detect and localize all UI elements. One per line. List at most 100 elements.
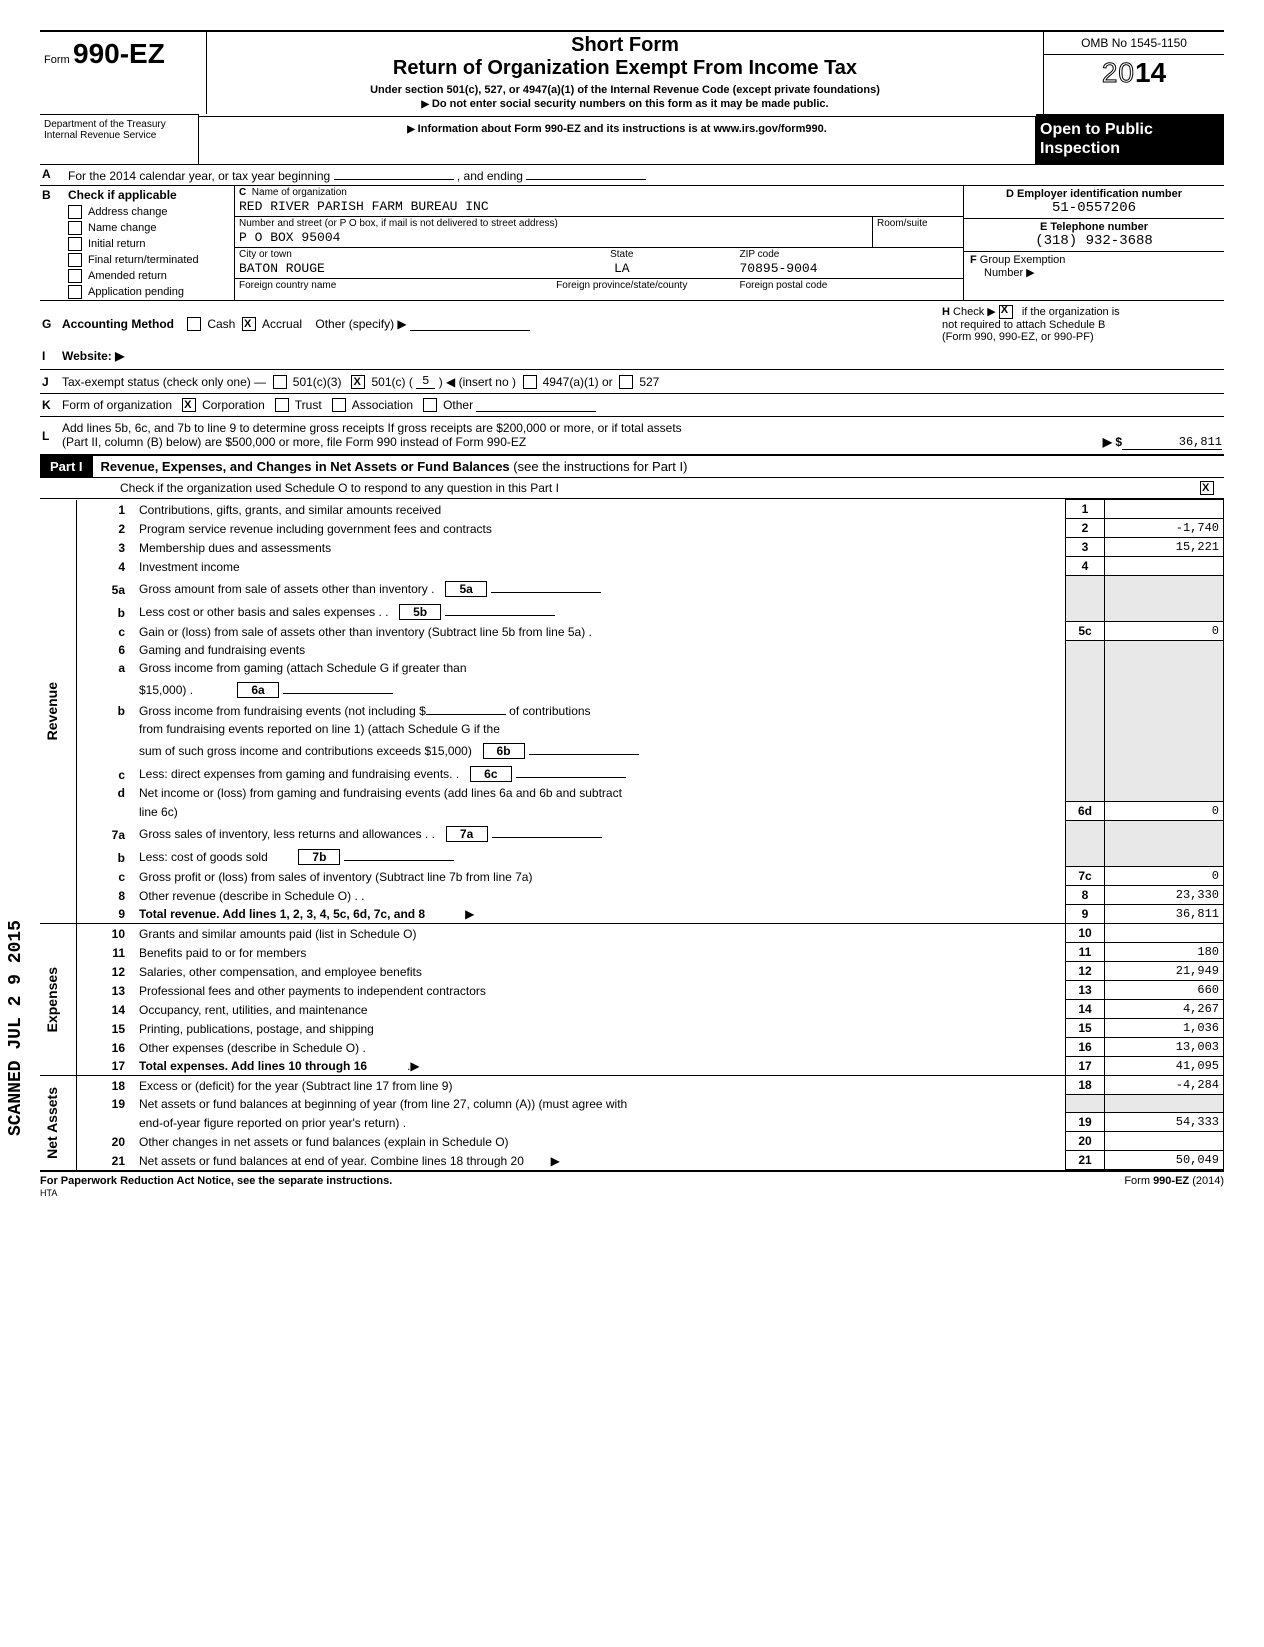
- amt-7b[interactable]: [344, 846, 454, 861]
- subtitle: Under section 501(c), 527, or 4947(a)(1)…: [217, 84, 1033, 96]
- ein-value: 51-0557206: [970, 200, 1218, 216]
- form-footer-label: Form 990-EZ (2014): [1124, 1175, 1224, 1199]
- tax-exempt-label: Tax-exempt status (check only one) —: [62, 375, 266, 389]
- inspection: Inspection: [1040, 139, 1220, 158]
- expenses-side-label: Expenses: [44, 967, 60, 1032]
- accounting-method-label: Accounting Method: [62, 317, 174, 331]
- amt-6b[interactable]: [529, 740, 639, 755]
- part1-label: Part I: [40, 456, 93, 477]
- chk-final-return[interactable]: Final return/terminated: [64, 252, 234, 268]
- short-form-title: Short Form: [217, 34, 1033, 57]
- org-state: LA: [508, 261, 736, 278]
- amt-6d: 0: [1105, 802, 1224, 821]
- chk-accrual[interactable]: [242, 317, 256, 331]
- chk-amended[interactable]: Amended return: [64, 268, 234, 284]
- tax-year: 2014: [1044, 55, 1224, 91]
- chk-h[interactable]: [999, 305, 1013, 319]
- amt-19: 54,333: [1105, 1113, 1224, 1132]
- main-title: Return of Organization Exempt From Incom…: [217, 57, 1033, 80]
- info-link: Information about Form 990-EZ and its in…: [199, 116, 1036, 164]
- chk-cash[interactable]: [187, 317, 201, 331]
- sched-o-text: Check if the organization used Schedule …: [120, 481, 559, 495]
- amt-11: 180: [1105, 943, 1224, 962]
- amt-16: 13,003: [1105, 1038, 1224, 1057]
- amt-21: 50,049: [1105, 1151, 1224, 1170]
- chk-initial-return[interactable]: Initial return: [64, 236, 234, 252]
- amt-5b[interactable]: [445, 601, 555, 616]
- other-org-field[interactable]: [476, 399, 596, 412]
- org-name-label: Name of organization: [252, 187, 347, 198]
- line-l-text2: (Part II, column (B) below) are $500,000…: [62, 435, 526, 450]
- amt-7c: 0: [1105, 867, 1224, 886]
- omb-number: OMB No 1545-1150: [1044, 32, 1224, 55]
- form-header: Form 990-EZ Short Form Return of Organiz…: [40, 30, 1224, 114]
- amt-1: [1105, 500, 1224, 519]
- phone-value: (318) 932-3688: [970, 233, 1218, 249]
- part1-header: Part I Revenue, Expenses, and Changes in…: [40, 454, 1224, 478]
- check-applicable-label: Check if applicable: [64, 186, 234, 204]
- chk-501c3[interactable]: [273, 375, 287, 389]
- part1-table: Revenue 1Contributions, gifts, grants, a…: [40, 499, 1224, 1170]
- amt-8: 23,330: [1105, 886, 1224, 905]
- room-label: Room/suite: [873, 217, 963, 230]
- chk-501c[interactable]: [351, 375, 365, 389]
- scanned-stamp: SCANNED JUL 2 9 2015: [6, 920, 26, 1136]
- bcd-block: B Check if applicable Address change Nam…: [40, 186, 1224, 300]
- netassets-side-label: Net Assets: [44, 1087, 60, 1159]
- chk-address-change[interactable]: Address change: [64, 204, 234, 220]
- h-check: H Check ▶ if the organization is not req…: [942, 305, 1222, 343]
- year-end-field[interactable]: [526, 167, 646, 180]
- city-label: City or town: [235, 248, 508, 261]
- no-ssn-note: Do not enter social security numbers on …: [217, 98, 1033, 110]
- chk-other-org[interactable]: [423, 398, 437, 412]
- phone-label: Telephone number: [1050, 221, 1148, 233]
- amt-9: 36,811: [1105, 905, 1224, 924]
- open-to-public: Open to Public: [1040, 120, 1220, 139]
- addr-label: Number and street (or P O box, if mail i…: [235, 217, 872, 230]
- amt-2: -1,740: [1105, 519, 1224, 538]
- amt-5a[interactable]: [491, 578, 601, 593]
- amt-12: 21,949: [1105, 962, 1224, 981]
- amt-15: 1,036: [1105, 1019, 1224, 1038]
- foreign-prov-label: Foreign province/state/county: [508, 279, 736, 292]
- foreign-postal-label: Foreign postal code: [736, 279, 964, 292]
- year-begin-field[interactable]: [334, 167, 454, 180]
- amt-18: -4,284: [1105, 1076, 1224, 1095]
- group-exemption-label: Group Exemption: [980, 254, 1066, 266]
- header-row-2: Department of the Treasury Internal Reve…: [40, 114, 1224, 165]
- foreign-country-label: Foreign country name: [235, 279, 508, 292]
- amt-13: 660: [1105, 981, 1224, 1000]
- amt-17: 41,095: [1105, 1057, 1224, 1076]
- org-name: RED RIVER PARISH FARM BUREAU INC: [235, 199, 963, 216]
- irs-label: Internal Revenue Service: [44, 130, 194, 141]
- amt-4: [1105, 557, 1224, 576]
- website-label: Website: ▶: [62, 349, 124, 363]
- pra-notice: For Paperwork Reduction Act Notice, see …: [40, 1175, 392, 1187]
- amt-5c: 0: [1105, 622, 1224, 641]
- amt-14: 4,267: [1105, 1000, 1224, 1019]
- line-a: A For the 2014 calendar year, or tax yea…: [40, 165, 1224, 186]
- chk-sched-o[interactable]: [1200, 481, 1214, 495]
- revenue-side-label: Revenue: [44, 682, 60, 740]
- chk-4947[interactable]: [523, 375, 537, 389]
- dept-treasury: Department of the Treasury: [44, 119, 194, 130]
- amt-6a[interactable]: [283, 679, 393, 694]
- chk-corporation[interactable]: [182, 398, 196, 412]
- chk-name-change[interactable]: Name change: [64, 220, 234, 236]
- amt-6c[interactable]: [516, 763, 626, 778]
- chk-527[interactable]: [619, 375, 633, 389]
- amt-3: 15,221: [1105, 538, 1224, 557]
- amt-10: [1105, 924, 1224, 943]
- footer: For Paperwork Reduction Act Notice, see …: [40, 1170, 1224, 1199]
- chk-app-pending[interactable]: Application pending: [64, 284, 234, 300]
- ein-label: Employer identification number: [1017, 188, 1182, 200]
- amt-7a[interactable]: [492, 823, 602, 838]
- accounting-other-field[interactable]: [410, 318, 530, 331]
- amt-20: [1105, 1132, 1224, 1151]
- line-l-text1: Add lines 5b, 6c, and 7b to line 9 to de…: [62, 421, 1222, 435]
- zip-label: ZIP code: [736, 248, 964, 261]
- chk-association[interactable]: [332, 398, 346, 412]
- chk-trust[interactable]: [275, 398, 289, 412]
- org-city: BATON ROUGE: [235, 261, 508, 278]
- state-label: State: [508, 248, 736, 261]
